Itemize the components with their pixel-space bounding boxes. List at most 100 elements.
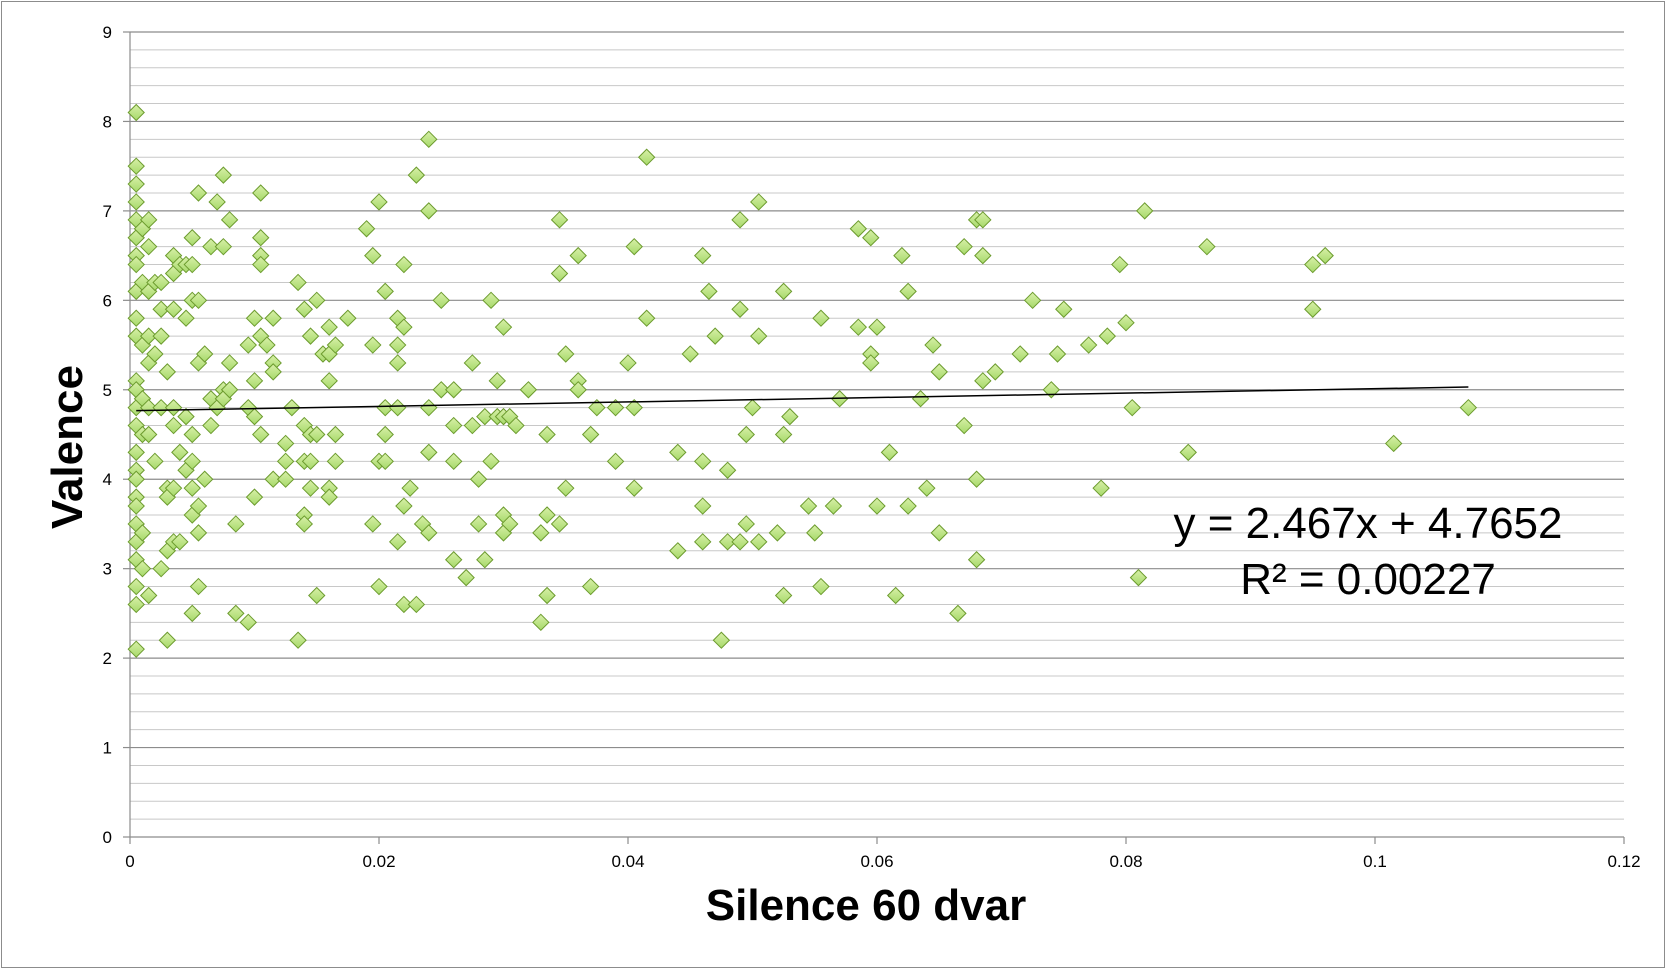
data-point: [252, 184, 270, 202]
data-point: [930, 363, 948, 381]
data-point: [401, 479, 419, 497]
x-tick-label: 0.06: [860, 852, 893, 871]
data-point: [693, 246, 712, 265]
data-point: [737, 515, 755, 533]
data-point: [774, 586, 793, 605]
data-point: [918, 479, 936, 497]
data-point: [588, 398, 606, 417]
x-tick-label: 0.1: [1363, 852, 1387, 871]
data-point: [955, 237, 973, 256]
x-tick-label: 0: [125, 852, 134, 871]
data-point: [388, 398, 407, 417]
data-point: [127, 255, 145, 274]
data-point: [376, 425, 394, 444]
data-point: [127, 157, 145, 175]
data-point: [276, 434, 295, 453]
data-point: [395, 318, 413, 336]
data-point: [308, 425, 326, 444]
data-point: [376, 452, 394, 471]
data-point: [911, 390, 930, 408]
data-point: [974, 246, 992, 265]
data-point: [774, 425, 793, 444]
trendline-r-squared: R² = 0.00227: [1240, 555, 1496, 604]
y-tick-label: 8: [103, 112, 112, 131]
data-point: [1384, 434, 1403, 453]
data-point: [1117, 313, 1135, 332]
data-point: [395, 255, 413, 274]
data-point: [625, 398, 643, 417]
data-point: [152, 300, 170, 318]
data-point: [139, 327, 158, 345]
data-point: [183, 425, 201, 444]
data-point: [195, 470, 214, 488]
data-point: [183, 452, 201, 471]
data-point: [706, 327, 724, 345]
data-point: [127, 193, 145, 211]
data-point: [930, 524, 948, 542]
data-point: [364, 246, 382, 265]
data-point: [955, 416, 973, 435]
data-point: [220, 211, 239, 229]
data-point: [152, 398, 170, 417]
data-point: [812, 309, 830, 327]
data-point: [1023, 291, 1042, 310]
data-point: [146, 452, 164, 471]
data-point: [538, 506, 556, 524]
data-point: [320, 318, 338, 336]
data-point: [1459, 398, 1478, 417]
data-point: [444, 452, 463, 471]
data-point: [295, 515, 314, 533]
data-point: [974, 372, 992, 390]
data-point: [127, 103, 145, 122]
data-point: [202, 416, 220, 435]
data-point: [276, 470, 295, 488]
data-point: [1055, 300, 1073, 318]
data-point: [463, 354, 482, 372]
data-point: [799, 497, 818, 515]
data-point: [538, 586, 556, 605]
data-point: [606, 452, 625, 471]
data-point: [127, 175, 145, 193]
y-tick-label: 7: [103, 202, 112, 221]
data-point: [289, 631, 307, 649]
data-point: [862, 229, 880, 247]
data-point: [357, 220, 376, 238]
axes: [123, 31, 1625, 844]
data-points: [127, 103, 1478, 658]
data-point: [862, 354, 880, 372]
data-point: [189, 524, 208, 542]
data-point: [1316, 246, 1334, 265]
data-point: [139, 237, 158, 256]
data-point: [189, 291, 208, 310]
trendline-equation: y = 2.467x + 4.7652: [1174, 499, 1563, 548]
data-point: [1011, 345, 1029, 363]
data-point: [538, 425, 556, 444]
data-point: [388, 336, 407, 354]
data-point: [301, 327, 320, 345]
data-point: [370, 193, 388, 211]
gridlines: [130, 31, 1624, 820]
data-point: [177, 407, 195, 426]
data-point: [239, 613, 257, 632]
x-tick-label: 0.02: [362, 852, 395, 871]
data-point: [127, 577, 145, 596]
data-point: [924, 336, 942, 354]
data-point: [220, 381, 239, 399]
data-point: [152, 559, 170, 578]
data-point: [967, 551, 986, 569]
data-point: [606, 398, 625, 417]
data-point: [712, 631, 731, 649]
x-axis-title: Silence 60 dvar: [706, 881, 1026, 930]
data-point: [886, 586, 905, 605]
data-point: [183, 255, 201, 274]
data-point: [899, 497, 917, 515]
x-tick-label: 0.08: [1109, 852, 1142, 871]
data-point: [476, 407, 494, 426]
data-point: [183, 479, 201, 497]
data-point: [974, 211, 992, 229]
data-point: [158, 363, 177, 381]
data-point: [214, 237, 233, 256]
data-point: [781, 407, 799, 426]
